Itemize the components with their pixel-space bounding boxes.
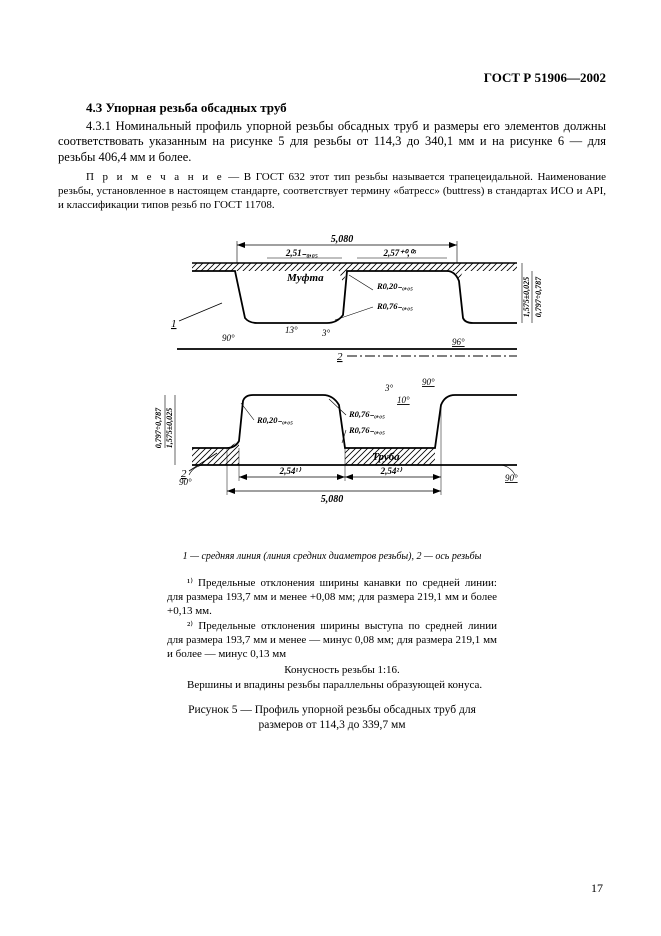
page-number: 17 <box>591 881 603 896</box>
svg-text:0,797÷0,787: 0,797÷0,787 <box>154 406 163 447</box>
svg-text:1,575±0,025: 1,575±0,025 <box>165 407 174 447</box>
svg-text:90°: 90° <box>422 377 435 387</box>
note: П р и м е ч а н и е — В ГОСТ 632 этот ти… <box>58 171 606 212</box>
svg-text:Муфта: Муфта <box>286 272 324 284</box>
svg-text:2: 2 <box>337 351 343 363</box>
svg-text:1: 1 <box>171 318 177 330</box>
svg-text:2,54¹⁾: 2,54¹⁾ <box>279 466 302 476</box>
footnotes: ¹⁾ Предельные отклонения ширины канавки … <box>167 577 497 693</box>
svg-text:96°: 96° <box>452 337 465 347</box>
svg-text:13°: 13° <box>285 325 298 335</box>
svg-text:90°: 90° <box>505 473 518 483</box>
svg-text:2,54²⁾: 2,54²⁾ <box>380 466 403 476</box>
svg-text:R0,20₋₀,₀₅: R0,20₋₀,₀₅ <box>376 281 413 291</box>
para-4-3-1: 4.3.1 Номинальный профиль упорной резьбы… <box>58 119 606 166</box>
svg-text:R0,76₋₀,₀₅: R0,76₋₀,₀₅ <box>348 425 385 435</box>
svg-text:90°: 90° <box>222 333 235 343</box>
svg-text:1,575±0,025: 1,575±0,025 <box>522 276 531 316</box>
lower-profile: 3° 90° 10° R0,20₋₀,₀₅ R0,76₋₀,₀₅ <box>154 377 518 505</box>
svg-text:2,51₋₀,₀₅: 2,51₋₀,₀₅ <box>285 248 318 258</box>
figure-5: 5,080 2,51₋₀,₀₅ 2,57⁺⁰,⁰⁵ Муфта R0,20₋₀,… <box>58 223 606 543</box>
parallel-note: Вершины и впадины резьбы параллельны обр… <box>167 679 497 693</box>
figure-legend: 1 — средняя линия (линия средних диаметр… <box>58 551 606 564</box>
note-label: П р и м е ч а н и е <box>86 171 224 183</box>
svg-text:10°: 10° <box>397 395 410 405</box>
svg-text:2: 2 <box>181 468 187 480</box>
svg-text:3°: 3° <box>321 328 331 338</box>
figure-caption: Рисунок 5 — Профиль упорной резьбы обсад… <box>162 703 502 732</box>
svg-text:R0,76₋₀,₀₅: R0,76₋₀,₀₅ <box>376 301 413 311</box>
footnote-2: ²⁾ Предельные отклонения ширины выступа … <box>167 620 497 661</box>
footnote-1: ¹⁾ Предельные отклонения ширины канавки … <box>167 577 497 618</box>
svg-text:3°: 3° <box>384 383 394 393</box>
svg-text:5,080: 5,080 <box>321 494 344 505</box>
svg-text:0,797÷0,787: 0,797÷0,787 <box>534 275 543 316</box>
doc-header: ГОСТ Р 51906—2002 <box>58 70 606 86</box>
taper-note: Конусность резьбы 1:16. <box>167 664 497 678</box>
svg-text:Труба: Труба <box>372 451 400 463</box>
svg-text:R0,76₋₀,₀₅: R0,76₋₀,₀₅ <box>348 409 385 419</box>
upper-profile: 5,080 2,51₋₀,₀₅ 2,57⁺⁰,⁰⁵ Муфта R0,20₋₀,… <box>171 234 543 363</box>
svg-text:5,080: 5,080 <box>331 234 354 245</box>
svg-text:2,57⁺⁰,⁰⁵: 2,57⁺⁰,⁰⁵ <box>382 248 416 258</box>
svg-text:R0,20₋₀,₀₅: R0,20₋₀,₀₅ <box>256 415 293 425</box>
section-title: 4.3 Упорная резьба обсадных труб <box>58 100 606 116</box>
